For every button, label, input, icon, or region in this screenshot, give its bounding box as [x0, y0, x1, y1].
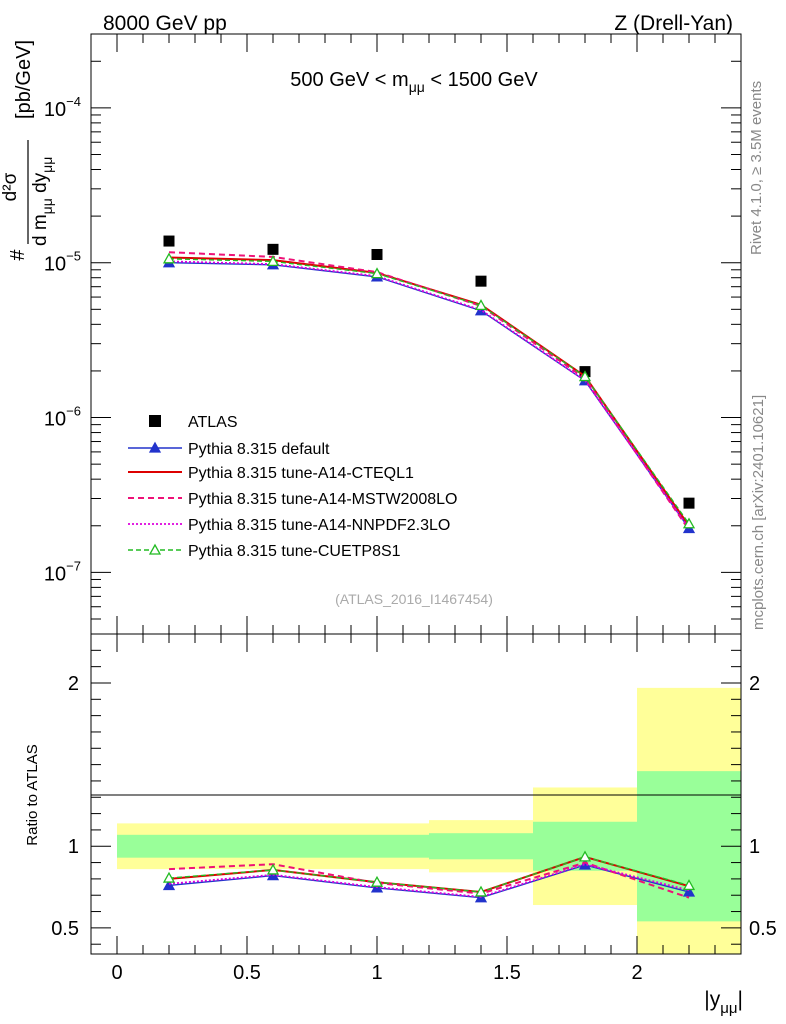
main-atlas-point-0 [163, 235, 175, 247]
ratio-frame [90, 633, 742, 955]
main-atlas-point-2 [371, 248, 383, 260]
ratio-xtick-label-4: 2 [631, 962, 642, 984]
ratio-xtick-label-1: 0.5 [233, 962, 261, 984]
main-axes: 10−7 10−6 10−5 10−4 [44, 34, 742, 635]
mcplots-credit: mcplots.cern.ch [arXiv:2401.10621] [750, 395, 767, 630]
main-ytick-label-2: 10−5 [44, 249, 81, 276]
ratio-marker-cuetp8s1-5 [682, 879, 696, 891]
ratio-band-inner-0 [117, 834, 221, 858]
ratio-marker-cuetp8s1-0 [162, 871, 176, 883]
ylabel-denominator: d mμμ dyμμ [30, 157, 55, 246]
ratio-marker-cuetp8s1-1 [266, 863, 280, 875]
legend-label-atlas: ATLAS [188, 414, 238, 431]
ratio-line-nnpdf [168, 863, 690, 898]
ratio-panel: 0.5 0.5 1 1 2 2 0 0.5 1 1.5 2 Ratio to ATLAS |yμμ| [24, 633, 777, 1017]
legend-label-cteql1: Pythia 8.315 tune-A14-CTEQL1 [188, 465, 414, 482]
ratio-ytick-label-right-0: 0.5 [749, 918, 777, 940]
main-series-layer [162, 235, 696, 534]
main-ytick-label-3: 10−4 [44, 94, 81, 121]
legend-marker-cuetp8s1 [148, 543, 162, 555]
ratio-band-inner-2 [325, 834, 429, 858]
ratio-line-cuetp8s1 [168, 856, 690, 893]
ratio-ylabel: Ratio to ATLAS [24, 744, 41, 845]
main-line-default [168, 262, 690, 529]
ratio-ytick-label-right-2: 2 [749, 673, 760, 695]
ratio-marker-cuetp8s1-3 [474, 885, 488, 897]
ratio-marker-cuetp8s1-4 [578, 850, 592, 862]
legend-label-nnpdf: Pythia 8.315 tune-A14-NNPDF2.3LO [188, 517, 450, 534]
rivet-version: Rivet 4.1.0, ≥ 3.5M events [748, 81, 765, 255]
legend: ATLAS Pythia 8.315 default Pythia 8.315 tu… [128, 414, 457, 560]
legend-marker-atlas [149, 415, 161, 427]
main-atlas-point-3 [475, 275, 487, 287]
main-line-cuetp8s1 [168, 258, 690, 525]
analysis-watermark: (ATLAS_2016_I1467454) [335, 591, 493, 607]
main-marker-cuetp8s1-4 [578, 370, 592, 382]
ratio-uncertainty-bands [117, 687, 741, 954]
ratio-ytick-label-right-1: 1 [749, 836, 760, 858]
legend-marker-default [148, 441, 162, 453]
legend-label-mstw: Pythia 8.315 tune-A14-MSTW2008LO [188, 491, 457, 508]
main-title: 500 GeV < mμμ < 1500 GeV [290, 69, 538, 95]
ratio-marker-cuetp8s1-2 [370, 875, 384, 887]
ratio-axes: 0.5 0.5 1 1 2 2 0 0.5 1 1.5 2 [51, 634, 777, 984]
main-ytick-label-0: 10−7 [44, 558, 81, 585]
ratio-series-layer [162, 850, 696, 903]
ratio-xtick-label-3: 1.5 [493, 962, 521, 984]
header-left: 8000 GeV pp [103, 12, 227, 35]
main-panel: 10−7 10−6 10−5 10−4 500 GeV < mμμ < 1500 Ge… [0, 33, 742, 635]
ratio-xtick-label-2: 1 [371, 962, 382, 984]
main-marker-cuetp8s1-3 [474, 299, 488, 311]
main-marker-cuetp8s1-1 [266, 255, 280, 267]
legend-label-default: Pythia 8.315 default [188, 441, 330, 458]
ratio-band-inner-3 [429, 833, 533, 860]
main-ytick-label-1: 10−6 [44, 404, 81, 431]
main-line-nnpdf [168, 260, 690, 529]
ratio-ytick-label-1: 1 [68, 836, 79, 858]
main-atlas-point-1 [267, 243, 279, 255]
ratio-ytick-label-0: 0.5 [51, 918, 79, 940]
ylabel-hash: # [7, 249, 29, 261]
ratio-xtick-label-0: 0 [111, 962, 122, 984]
main-marker-cuetp8s1-2 [370, 267, 384, 279]
ratio-marker-default-0 [162, 879, 176, 891]
main-marker-cuetp8s1-0 [162, 252, 176, 264]
ratio-ytick-label-2: 2 [68, 673, 79, 695]
ratio-band-inner-1 [221, 834, 325, 858]
main-ylabel: [pb/GeV] # d²σ d mμμ dyμμ [0, 40, 55, 261]
x-axis-label: |yμμ| [704, 988, 743, 1017]
ylabel-numerator: d²σ [0, 172, 21, 201]
ratio-marker-default-5 [682, 885, 696, 897]
main-atlas-point-5 [683, 497, 695, 509]
legend-label-cuetp8s1: Pythia 8.315 tune-CUETP8S1 [188, 543, 401, 560]
main-marker-cuetp8s1-5 [682, 517, 696, 529]
header-right: Z (Drell-Yan) [614, 12, 733, 35]
main-line-cteql1 [168, 256, 690, 527]
ylabel-unit: [pb/GeV] [13, 40, 35, 119]
